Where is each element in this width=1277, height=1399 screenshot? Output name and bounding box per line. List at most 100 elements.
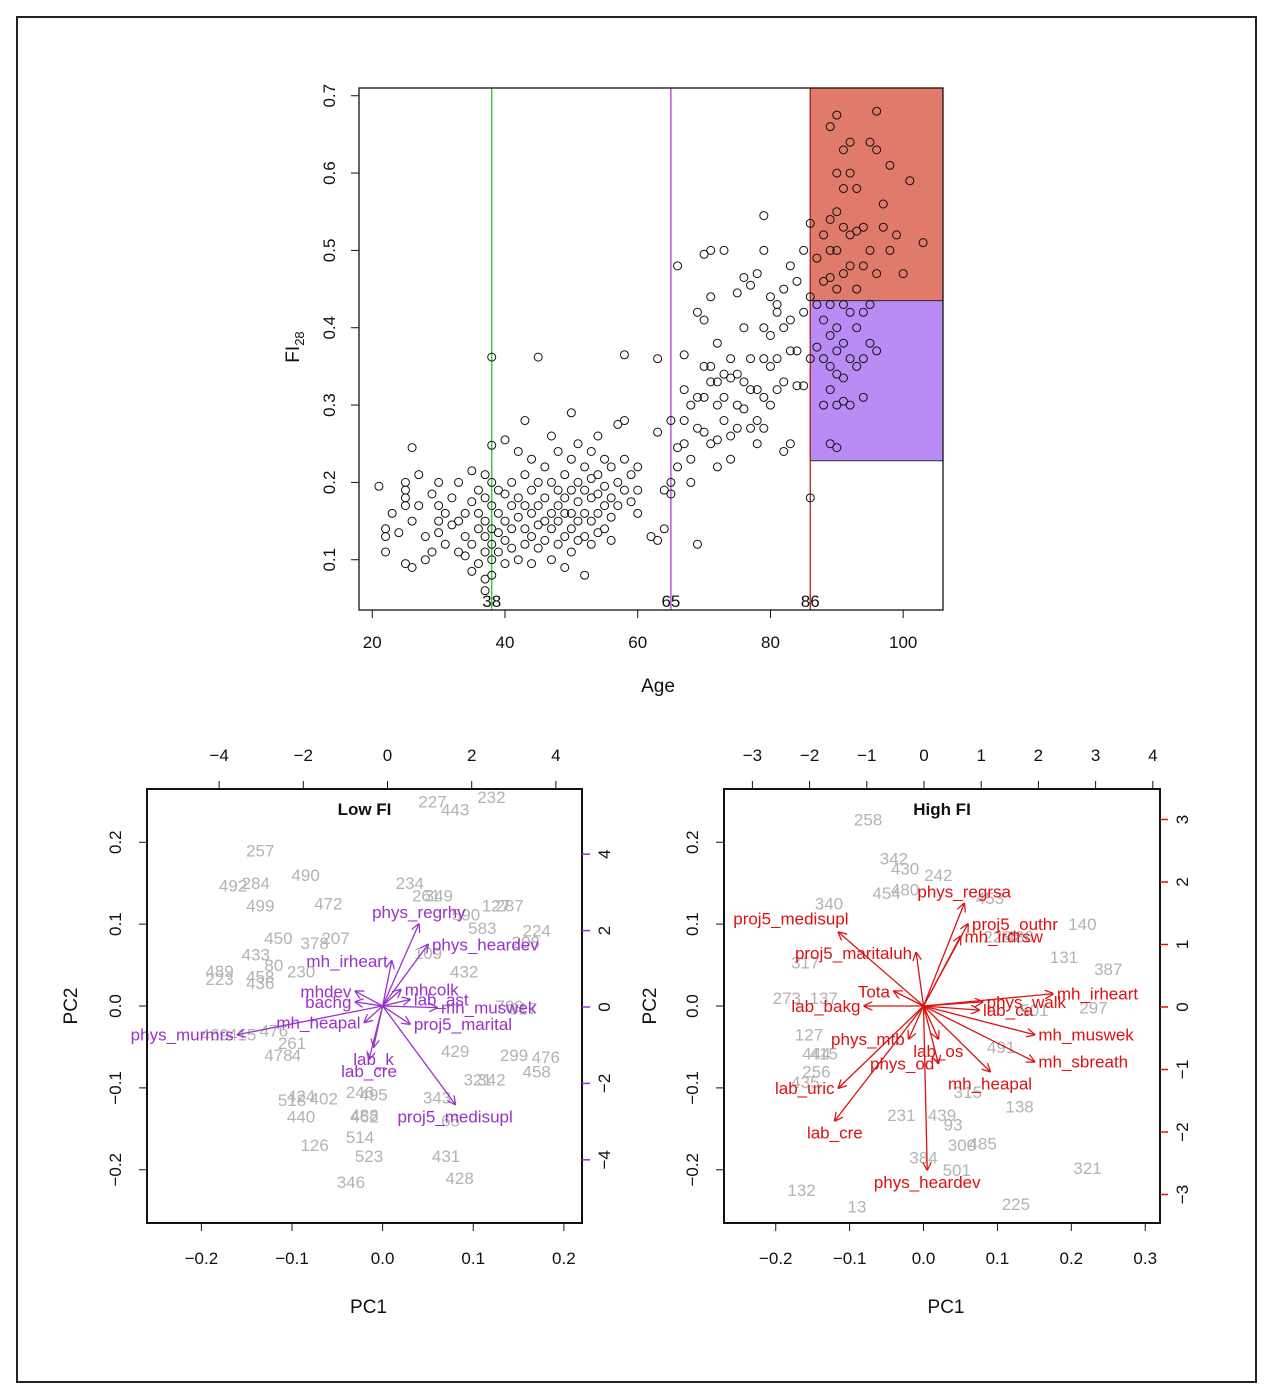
data-point: [400, 501, 410, 511]
data-point: [573, 535, 583, 545]
top-tick-label: 4: [1148, 746, 1157, 765]
data-point: [487, 501, 497, 511]
data-point: [507, 477, 517, 487]
data-point: [454, 547, 464, 557]
data-point: [852, 184, 862, 194]
y-axis-label: PC2: [640, 988, 661, 1025]
observation-label: 454: [872, 884, 900, 903]
right-tick-label: −2: [595, 1074, 614, 1093]
data-point: [613, 501, 623, 511]
data-point: [825, 439, 835, 449]
variable-label: phys_od: [870, 1054, 934, 1073]
observation-label: 429: [441, 1042, 469, 1061]
observation-label: 443: [441, 800, 469, 819]
data-point: [832, 369, 842, 379]
data-point: [659, 524, 669, 534]
observation-label: 590: [452, 905, 480, 924]
data-point: [387, 508, 397, 518]
x-tick-label: −0.2: [759, 1249, 793, 1268]
data-point: [805, 292, 815, 302]
x-tick-label: 0.0: [912, 1249, 936, 1268]
data-point: [706, 439, 716, 449]
data-point: [898, 269, 908, 279]
data-point: [772, 300, 782, 310]
data-point: [500, 516, 510, 526]
data-point: [560, 470, 570, 480]
data-point: [440, 539, 450, 549]
observation-label: 469: [201, 1026, 229, 1045]
observation-label: 439: [928, 1106, 956, 1125]
data-point: [765, 400, 775, 410]
data-point: [513, 512, 523, 522]
data-point: [918, 238, 928, 248]
data-point: [878, 199, 888, 209]
data-point: [739, 377, 749, 387]
data-point: [759, 354, 769, 364]
x-axis-label: PC1: [928, 1297, 965, 1318]
data-point: [759, 423, 769, 433]
loading-arrow: [923, 1002, 983, 1006]
data-point: [560, 493, 570, 503]
loading-arrow: [382, 999, 410, 1007]
data-point: [865, 300, 875, 310]
data-point: [487, 352, 497, 362]
variable-label: lab_uric: [775, 1079, 835, 1098]
data-point: [746, 385, 756, 395]
data-point: [619, 350, 629, 360]
loading-arrow: [923, 1005, 1035, 1035]
data-point: [527, 508, 537, 518]
observation-label: 415: [810, 1044, 838, 1063]
data-point: [586, 474, 596, 484]
data-point: [593, 528, 603, 538]
y-tick-label: 0.6: [320, 161, 339, 185]
right-tick-label: −3: [1173, 1185, 1192, 1204]
observation-label: 489: [205, 962, 233, 981]
data-point: [400, 559, 410, 569]
observation-label: 13: [848, 1198, 867, 1217]
observation-label: 261: [412, 886, 440, 905]
right-tick-label: −4: [595, 1150, 614, 1169]
observation-label: 349: [425, 886, 453, 905]
data-point: [560, 508, 570, 518]
data-point: [819, 315, 829, 325]
variable-label: mh_heapal: [948, 1075, 1032, 1094]
data-point: [454, 516, 464, 526]
data-point: [865, 137, 875, 147]
observation-label: 583: [468, 919, 496, 938]
observation-label: 431: [432, 1147, 460, 1166]
data-point: [540, 493, 550, 503]
x-axis-label: PC1: [350, 1297, 387, 1318]
y-tick-label: −0.1: [683, 1071, 702, 1105]
observation-label: 321: [1073, 1159, 1101, 1178]
data-point: [407, 562, 417, 572]
observation-label: 384: [909, 1148, 937, 1167]
data-point: [779, 377, 789, 387]
observation-label: 131: [1050, 948, 1078, 967]
observation-label: 228: [983, 927, 1011, 946]
data-point: [746, 280, 756, 290]
data-point: [593, 431, 603, 441]
variable-label: phys_murmrs: [131, 1026, 234, 1045]
y-tick-label: −0.2: [106, 1153, 125, 1187]
data-point: [586, 539, 596, 549]
data-point: [712, 377, 722, 387]
observation-label: 495: [359, 1085, 387, 1104]
data-point: [679, 385, 689, 395]
observation-label: 256: [802, 1063, 830, 1082]
data-point: [679, 439, 689, 449]
loading-arrow: [382, 924, 419, 1007]
variable-label: proj5_medisupl: [397, 1107, 512, 1126]
data-point: [600, 454, 610, 464]
data-point: [381, 532, 391, 542]
data-point: [420, 532, 430, 542]
top-tick-label: 2: [1034, 746, 1043, 765]
observation-label: 232: [477, 788, 505, 807]
data-point: [580, 570, 590, 580]
observation-label: 433: [242, 945, 270, 964]
data-point: [838, 338, 848, 348]
loading-arrow: [369, 1005, 384, 1059]
data-point: [706, 361, 716, 371]
variable-label: mh_sbreath: [1038, 1053, 1128, 1072]
observation-label: 127: [482, 896, 510, 915]
